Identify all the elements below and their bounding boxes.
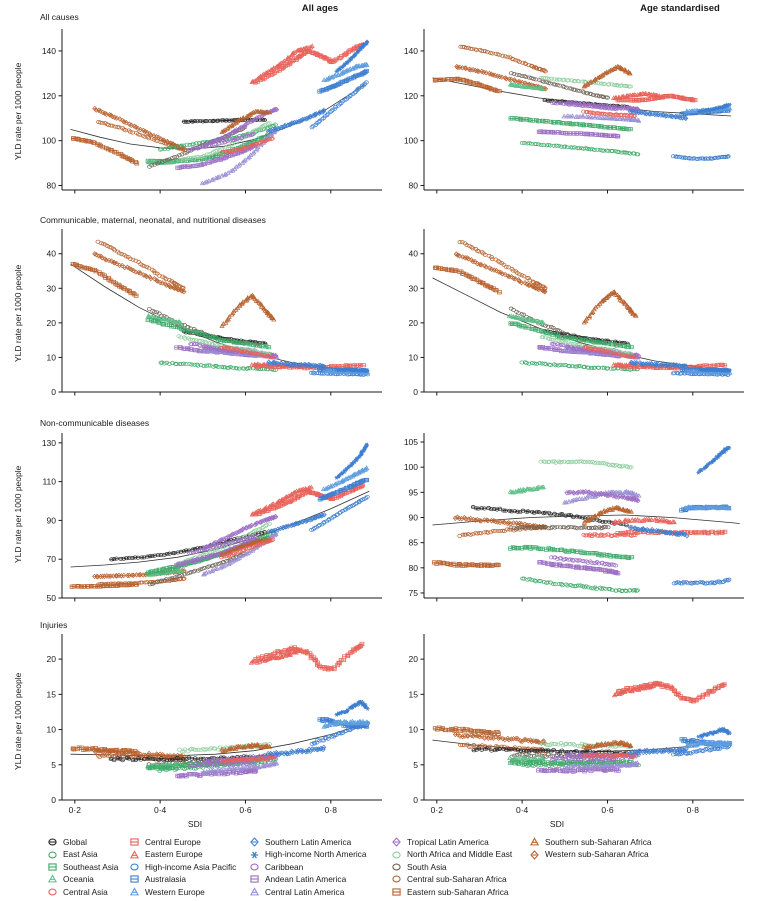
legend-item[interactable]: High-income Asia Pacific	[128, 861, 236, 873]
diamond-marker-icon	[390, 836, 403, 848]
svg-text:100: 100	[42, 136, 56, 146]
legend-label: Central sub-Saharan Africa	[407, 875, 507, 884]
svg-text:140: 140	[42, 46, 56, 56]
legend-item[interactable]: Caribbean	[248, 861, 366, 873]
legend-label: High-income North America	[265, 850, 366, 859]
legend-item[interactable]: Southern Latin America	[248, 836, 366, 848]
circle-marker-icon	[390, 873, 403, 885]
triangle-marker-icon	[528, 836, 541, 848]
legend-item[interactable]: Southern sub-Saharan Africa	[528, 836, 652, 848]
legend-label: Eastern sub-Saharan Africa	[407, 887, 508, 896]
square-marker-icon	[128, 873, 141, 885]
legend-item[interactable]: North Africa and Middle East	[390, 848, 512, 860]
asterisk-marker-icon	[248, 849, 261, 861]
legend: Global East Asia Southeast Asia Oceania Cent…	[0, 836, 776, 901]
legend-item[interactable]: Eastern Europe	[128, 848, 236, 860]
legend-item[interactable]: High-income North America	[248, 848, 366, 860]
column-title-age-standardised: Age standardised	[600, 3, 760, 14]
legend-label: Central Europe	[145, 838, 201, 847]
legend-label: Western Europe	[145, 887, 205, 896]
circle-marker-icon	[128, 861, 141, 873]
svg-text:30: 30	[47, 283, 57, 293]
square-marker-icon	[46, 861, 59, 873]
panel-label-non-communicable: Non-communicable diseases	[40, 418, 149, 428]
panel-label-injuries: Injuries	[40, 620, 67, 630]
circle-marker-icon	[46, 886, 59, 898]
circle-marker-icon	[46, 849, 59, 861]
svg-text:140: 140	[404, 46, 418, 56]
diamond-marker-icon	[528, 849, 541, 861]
legend-column-3: Southern Latin America High-income North …	[248, 836, 366, 898]
legend-item[interactable]: Andean Latin America	[248, 873, 366, 885]
svg-text:0: 0	[51, 387, 56, 397]
triangle-marker-icon	[128, 886, 141, 898]
legend-item[interactable]: Southeast Asia	[46, 861, 118, 873]
svg-text:40: 40	[47, 249, 57, 259]
legend-item[interactable]: Tropical Latin America	[390, 836, 512, 848]
svg-text:20: 20	[47, 318, 57, 328]
legend-label: Caribbean	[265, 863, 303, 872]
legend-item[interactable]: Central Europe	[128, 836, 236, 848]
circle-marker-icon	[248, 861, 261, 873]
legend-item[interactable]: South Asia	[390, 861, 512, 873]
svg-text:120: 120	[42, 91, 56, 101]
panel-label-communicable: Communicable, maternal, neonatal, and nu…	[40, 215, 266, 225]
square-marker-icon	[248, 873, 261, 885]
legend-item[interactable]: Oceania	[46, 873, 118, 885]
legend-item[interactable]: Australasia	[128, 873, 236, 885]
diamond-marker-icon	[248, 836, 261, 848]
x-axis-label-right: SDI	[512, 819, 602, 829]
circle-marker-icon	[390, 861, 403, 873]
legend-label: Central Latin America	[265, 887, 344, 896]
legend-label: Eastern Europe	[145, 850, 203, 859]
plot-canvas: 8010012014080100120140010203040010203040…	[42, 29, 744, 815]
triangle-marker-icon	[46, 873, 59, 885]
triangle-marker-icon	[248, 886, 261, 898]
svg-text:80: 80	[47, 181, 57, 191]
legend-column-1: Global East Asia Southeast Asia Oceania Cent…	[46, 836, 118, 898]
legend-column-2: Central Europe Eastern Europe High-income …	[128, 836, 236, 898]
circle-marker-icon	[390, 849, 403, 861]
legend-label: North Africa and Middle East	[407, 850, 512, 859]
square-marker-icon	[390, 886, 403, 898]
square-marker-icon	[128, 836, 141, 848]
legend-label: Tropical Latin America	[407, 838, 489, 847]
legend-column-4: Tropical Latin America North Africa and M…	[390, 836, 512, 898]
legend-label: Western sub-Saharan Africa	[545, 850, 649, 859]
legend-label: South Asia	[407, 863, 447, 872]
legend-column-5: Southern sub-Saharan Africa Western sub-S…	[528, 836, 652, 861]
legend-label: High-income Asia Pacific	[145, 863, 236, 872]
svg-text:120: 120	[404, 91, 418, 101]
triangle-marker-icon	[128, 849, 141, 861]
panel-label-all-causes: All causes	[40, 12, 79, 22]
legend-item[interactable]: East Asia	[46, 848, 118, 860]
legend-item[interactable]: Central Latin America	[248, 886, 366, 898]
legend-item[interactable]: Central sub-Saharan Africa	[390, 873, 512, 885]
legend-item[interactable]: Central Asia	[46, 886, 118, 898]
legend-label: Andean Latin America	[265, 875, 346, 884]
legend-label: Central Asia	[63, 887, 108, 896]
legend-item[interactable]: Global	[46, 836, 118, 848]
legend-label: Oceania	[63, 875, 94, 884]
legend-item[interactable]: Western sub-Saharan Africa	[528, 848, 652, 860]
legend-label: Australasia	[145, 875, 186, 884]
legend-label: Southern Latin America	[265, 838, 351, 847]
legend-item[interactable]: Western Europe	[128, 886, 236, 898]
circle-bar-marker-icon	[46, 836, 59, 848]
legend-label: East Asia	[63, 850, 98, 859]
legend-label: Global	[63, 838, 87, 847]
legend-label: Southern sub-Saharan Africa	[545, 838, 652, 847]
column-title-all-ages: All ages	[240, 3, 400, 14]
x-axis-label-left: SDI	[150, 819, 240, 829]
svg-text:100: 100	[404, 136, 418, 146]
legend-label: Southeast Asia	[63, 863, 118, 872]
svg-text:80: 80	[409, 181, 419, 191]
svg-text:10: 10	[47, 352, 57, 362]
legend-item[interactable]: Eastern sub-Saharan Africa	[390, 886, 512, 898]
